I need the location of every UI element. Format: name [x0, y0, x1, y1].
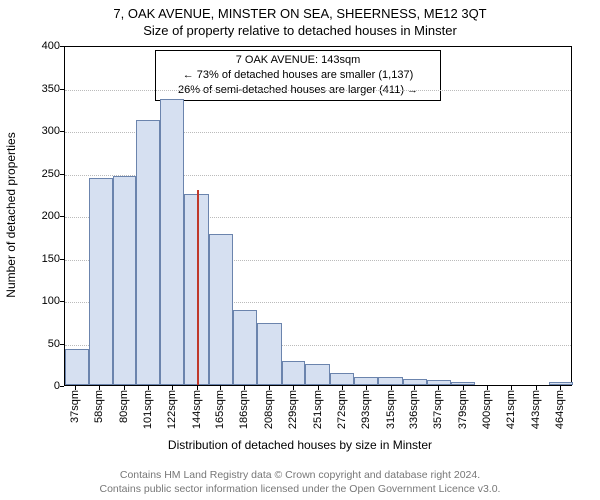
histogram-bar	[403, 379, 427, 385]
reference-marker	[197, 190, 199, 385]
annotation-line1: 7 OAK AVENUE: 143sqm	[162, 53, 434, 68]
x-tick-label: 357sqm	[432, 390, 444, 429]
y-tick-label: 0	[26, 380, 60, 392]
grid-line	[65, 90, 571, 91]
histogram-bar	[282, 361, 306, 385]
histogram-bar	[233, 310, 257, 385]
histogram-chart: 7, OAK AVENUE, MINSTER ON SEA, SHEERNESS…	[0, 0, 600, 500]
x-axis-label: Distribution of detached houses by size …	[0, 438, 600, 452]
y-tick-label: 100	[26, 295, 60, 307]
footer-line1: Contains HM Land Registry data © Crown c…	[0, 468, 600, 482]
y-tick-mark	[60, 344, 64, 345]
y-tick-label: 50	[26, 338, 60, 350]
y-tick-label: 350	[26, 83, 60, 95]
x-tick-label: 336sqm	[408, 390, 420, 429]
x-tick-label: 58sqm	[93, 390, 105, 423]
y-tick-mark	[60, 131, 64, 132]
histogram-bar	[65, 349, 89, 385]
chart-subtitle: Size of property relative to detached ho…	[10, 23, 590, 38]
y-tick-mark	[60, 386, 64, 387]
x-tick-label: 144sqm	[191, 390, 203, 429]
histogram-bar	[113, 176, 137, 385]
histogram-bar	[136, 120, 160, 385]
plot-area: 7 OAK AVENUE: 143sqm ← 73% of detached h…	[64, 46, 572, 386]
y-axis-label: Number of detached properties	[4, 132, 18, 297]
y-tick-label: 300	[26, 125, 60, 137]
chart-footer: Contains HM Land Registry data © Crown c…	[0, 468, 600, 496]
y-tick-mark	[60, 46, 64, 47]
y-tick-mark	[60, 301, 64, 302]
y-tick-label: 200	[26, 210, 60, 222]
x-tick-label: 293sqm	[360, 390, 372, 429]
x-tick-label: 400sqm	[481, 390, 493, 429]
x-tick-label: 165sqm	[214, 390, 226, 429]
x-tick-label: 80sqm	[118, 390, 130, 423]
histogram-bar	[354, 377, 378, 385]
x-tick-label: 379sqm	[457, 390, 469, 429]
histogram-bar	[549, 382, 573, 385]
x-tick-label: 122sqm	[166, 390, 178, 429]
histogram-bar	[427, 380, 451, 385]
footer-line2: Contains public sector information licen…	[0, 482, 600, 496]
x-tick-label: 464sqm	[554, 390, 566, 429]
x-tick-label: 251sqm	[312, 390, 324, 429]
histogram-bar	[330, 373, 354, 385]
x-tick-label: 208sqm	[263, 390, 275, 429]
x-tick-label: 443sqm	[530, 390, 542, 429]
histogram-bar	[89, 178, 113, 385]
x-tick-label: 421sqm	[505, 390, 517, 429]
x-tick-label: 186sqm	[238, 390, 250, 429]
y-tick-mark	[60, 259, 64, 260]
histogram-bar	[378, 377, 403, 386]
annotation-box: 7 OAK AVENUE: 143sqm ← 73% of detached h…	[155, 50, 441, 101]
histogram-bar	[257, 323, 282, 385]
histogram-bar	[305, 364, 330, 385]
x-tick-label: 315sqm	[385, 390, 397, 429]
x-tick-label: 37sqm	[69, 390, 81, 423]
y-tick-mark	[60, 216, 64, 217]
chart-title-address: 7, OAK AVENUE, MINSTER ON SEA, SHEERNESS…	[10, 6, 590, 21]
annotation-line2: ← 73% of detached houses are smaller (1,…	[162, 68, 434, 83]
y-tick-mark	[60, 89, 64, 90]
y-tick-mark	[60, 174, 64, 175]
histogram-bar	[451, 382, 476, 385]
histogram-bar	[160, 99, 184, 385]
x-tick-label: 272sqm	[336, 390, 348, 429]
x-tick-label: 229sqm	[287, 390, 299, 429]
y-tick-label: 150	[26, 253, 60, 265]
y-tick-label: 400	[26, 40, 60, 52]
histogram-bar	[209, 234, 233, 385]
y-tick-label: 250	[26, 168, 60, 180]
x-tick-label: 101sqm	[142, 390, 154, 429]
